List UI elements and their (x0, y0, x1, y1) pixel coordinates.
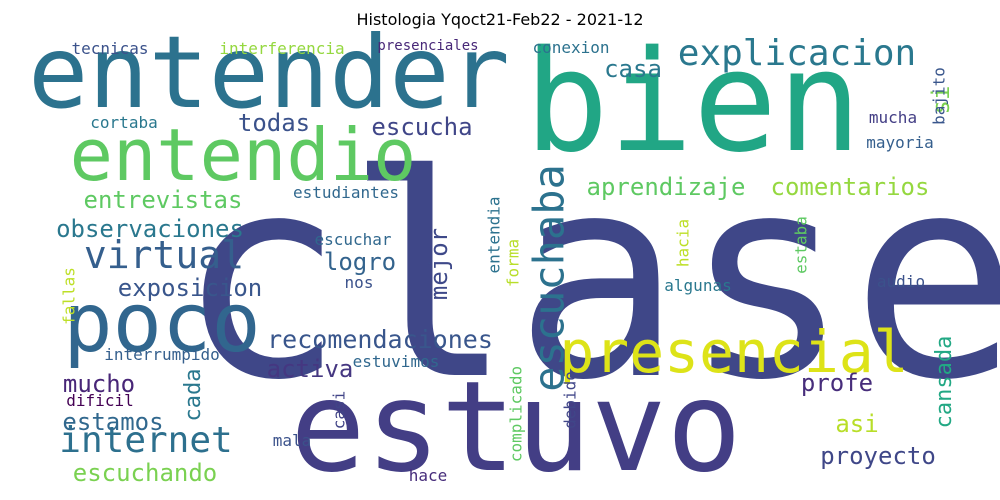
word-conexion: conexion (532, 38, 609, 57)
word-nos: nos (345, 273, 374, 292)
word-estuvo: estuvo (290, 355, 742, 500)
word-presencial: presencial (559, 318, 908, 386)
word-internet: internet (59, 420, 232, 461)
word-dificil: dificil (66, 391, 133, 410)
word-entrevistas: entrevistas (84, 186, 243, 214)
word-audio: audio (877, 272, 925, 291)
word-mucha: mucha (869, 108, 917, 127)
word-hacia: hacia (674, 219, 693, 267)
word-poco: poco (63, 276, 260, 371)
word-debido: debido (561, 371, 580, 429)
word-logro: logro (324, 248, 396, 276)
word-asi: asi (835, 410, 878, 438)
word-interferencia: interferencia (219, 39, 344, 58)
word-estudiantes: estudiantes (293, 183, 399, 202)
word-entender: entender (28, 14, 510, 131)
word-estamos: estamos (62, 408, 163, 436)
word-bajito: bajito (930, 67, 949, 125)
word-bien: bien (524, 21, 861, 184)
word-presenciales: presenciales (377, 38, 478, 54)
word-mayoria: mayoria (866, 133, 933, 152)
word-fallas: fallas (60, 267, 79, 325)
word-todas: todas (238, 109, 310, 137)
word-proyecto: proyecto (820, 442, 936, 470)
word-cansada: cansada (932, 336, 957, 429)
word-estaba: estaba (792, 216, 811, 274)
word-explicacion: explicacion (678, 33, 916, 74)
word-entendio: entendio (70, 113, 417, 197)
word-cortaba: cortaba (90, 113, 157, 132)
word-estuvimos: estuvimos (353, 352, 440, 371)
word-tecnicas: tecnicas (71, 39, 148, 58)
word-comentarios: comentarios (771, 173, 930, 201)
word-escuchando: escuchando (73, 459, 218, 487)
word-observaciones: observaciones (56, 215, 244, 243)
word-cada: cada (181, 369, 206, 422)
chart-title: Histologia Yqoct21-Feb22 - 2021-12 (356, 10, 644, 29)
word-clase: clase (177, 116, 1000, 442)
word-complicado: complicado (507, 366, 526, 462)
word-casi: casi (330, 391, 349, 430)
word-forma: forma (504, 239, 523, 287)
word-recomendaciones: recomendaciones (267, 325, 493, 354)
word-interrumpido: interrumpido (104, 345, 220, 364)
word-profe: profe (801, 369, 873, 397)
word-entendia: entendia (485, 196, 504, 273)
word-escuchar: escuchar (314, 230, 391, 249)
word-escuchaba: escuchaba (525, 164, 574, 392)
word-mala: mala (273, 431, 312, 450)
word-casa: casa (604, 55, 662, 83)
word-si: si (927, 86, 955, 115)
word-aprendizaje: aprendizaje (587, 173, 746, 201)
word-exposicion: exposicion (118, 274, 263, 302)
word-algunas: algunas (664, 276, 731, 295)
word-hace: hace (409, 466, 448, 485)
word-activa: activa (267, 355, 354, 383)
word-mucho: mucho (63, 370, 135, 398)
word-mejor: mejor (425, 228, 453, 300)
word-virtual: virtual (84, 233, 244, 277)
word-escucha: escucha (371, 113, 472, 141)
